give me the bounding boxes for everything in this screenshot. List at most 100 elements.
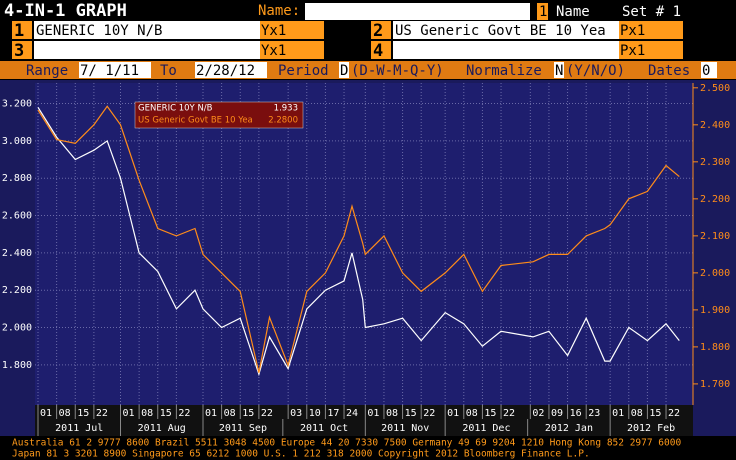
x-tick-label: 10 [309,408,321,419]
slot-number: 1 [14,21,24,41]
y2-tick-label: 2.300 [700,157,730,168]
y2-tick-label: 2.200 [700,194,730,205]
range-to: 2/28/12 [196,63,255,79]
slot-box [12,21,32,39]
x-tick-label: 16 [570,408,582,419]
slot-box [371,41,391,59]
y2-tick-label: 2.500 [700,83,730,94]
x-tick-label: 08 [141,408,153,419]
footer-line: Australia 61 2 9777 8600 Brazil 5511 304… [12,438,681,449]
slot-number: 2 [373,21,383,41]
field-box [619,41,683,59]
month-label: 2011 Aug [138,423,186,434]
series-line [37,106,680,377]
x-tick-label: 09 [551,408,563,419]
name-label: Name: [258,3,300,19]
month-label: 2012 Feb [627,423,675,434]
security-field[interactable] [393,41,619,59]
x-tick-label: 15 [484,408,496,419]
legend-box [134,101,304,129]
legend-name: GENERIC 10Y N/B [138,104,213,114]
x-tick-label: 22 [261,408,273,419]
security-field[interactable] [34,41,260,59]
x-tick-label: 01 [40,408,52,419]
range-bar [0,61,736,79]
range-label: Range [26,63,68,79]
y2-tick-label: 2.100 [700,231,730,242]
field-text: Yx1 [261,23,286,39]
range-input[interactable] [339,62,349,78]
y-tick-label: 2.800 [2,173,32,184]
y-tick-label: 3.200 [2,99,32,110]
x-tick-label: 22 [668,408,680,419]
y2-tick-label: 1.700 [700,379,730,390]
chart: 1.800 2.000 2.200 2.400 2.600 2.800 3.000 3.200… [2,83,730,436]
y2-tick-label: 2.400 [700,120,730,131]
x-tick-label: 15 [405,408,417,419]
x-tick-label: 01 [367,408,379,419]
month-label: 2011 Oct [300,423,348,434]
y-tick-label: 3.000 [2,136,32,147]
month-label: 2011 Sep [219,423,267,434]
slot-number: 3 [14,41,24,61]
x-tick-label: 08 [224,408,236,419]
name-input[interactable] [305,3,530,20]
range-input[interactable] [554,62,564,78]
x-tick-label: 15 [160,408,172,419]
field-text: Px1 [620,43,645,59]
x-tick-label: 17 [327,408,339,419]
field-box [619,21,683,39]
y-tick-label: 1.800 [2,360,32,371]
legend-name: US Generic Govt BE 10 Yea [138,116,253,126]
field-box [260,41,324,59]
footer-line: Japan 81 3 3201 8900 Singapore 65 6212 1… [12,449,590,460]
range-input[interactable] [195,62,267,78]
field-text: Px1 [620,23,645,39]
security-field[interactable] [34,21,260,39]
range-input[interactable] [79,62,151,78]
y-tick-label: 2.600 [2,211,32,222]
range-normalize-opts: (Y/N/O) [566,63,625,79]
x-tick-label: 08 [386,408,398,419]
x-tick-label: 08 [59,408,71,419]
x-tick-label: 23 [588,408,600,419]
name-text: Name [556,4,590,20]
range-normalize: N [555,63,563,79]
series-line [37,105,680,373]
x-tick-label: 01 [205,408,217,419]
range-dates: 0 [702,63,710,79]
range-to-label: To [160,63,177,79]
x-tick-label: 22 [423,408,435,419]
set: Set # 1 [622,4,681,20]
month-label: 2011 Nov [381,423,429,434]
range-normalize-label: Normalize [466,63,542,79]
month-label: 2012 Jan [545,423,593,434]
slot-box [371,21,391,39]
x-tick-label: 03 [290,408,302,419]
security-field[interactable] [393,21,619,39]
x-tick-label: 22 [503,408,515,419]
x-tick-label: 01 [447,408,459,419]
x-tick-label: 15 [77,408,89,419]
y2-tick-label: 1.800 [700,342,730,353]
title: 4-IN-1 GRAPH [4,1,127,21]
range-period: D [340,63,348,79]
range-from: 7/ 1/11 [80,63,139,79]
x-tick-label: 15 [649,408,661,419]
y-tick-label: 2.200 [2,285,32,296]
slot: 1 [539,4,547,20]
x-tick-label: 01 [122,408,134,419]
range-period-opts: (D-W-M-Q-Y) [351,63,444,79]
slot-box [537,3,548,20]
x-tick-label: 02 [532,408,544,419]
y2-tick-label: 1.900 [700,305,730,316]
range-input[interactable] [701,62,717,78]
x-tick-label: 08 [631,408,643,419]
x-tick-label: 22 [178,408,190,419]
field-text: Yx1 [261,43,286,59]
x-tick-label: 22 [96,408,108,419]
slot-box [12,41,32,59]
security-text: GENERIC 10Y N/B [36,23,162,39]
